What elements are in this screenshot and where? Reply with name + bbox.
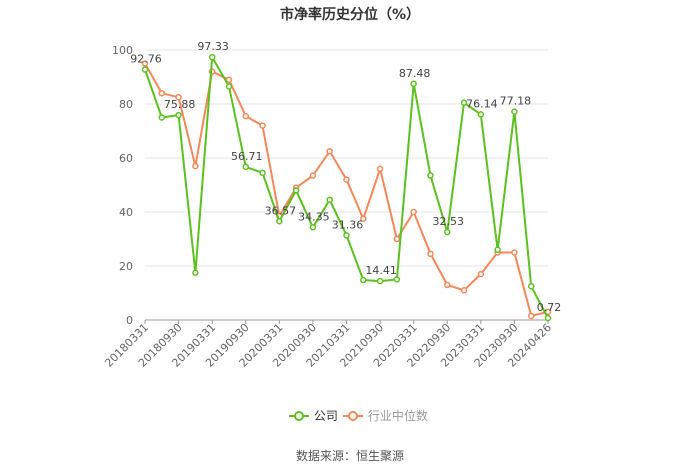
data-point: [141, 60, 149, 67]
data-point: [444, 228, 451, 236]
data-label: 87.48: [399, 67, 431, 80]
legend-label-industry: 行业中位数: [367, 409, 428, 423]
grid-layer: [145, 49, 548, 267]
data-point: [544, 314, 552, 322]
data-point: [343, 232, 350, 239]
data-point: [292, 187, 300, 194]
data-point: [477, 111, 485, 118]
data-label: 14.41: [365, 264, 397, 277]
data-label: 92.76: [130, 53, 162, 66]
data-label: 76.14: [466, 97, 498, 110]
legend-item-company[interactable]: 公司: [288, 408, 338, 424]
data-point: [192, 269, 199, 276]
data-point: [309, 172, 317, 179]
data-point: [175, 94, 182, 101]
y-tick-label: 40: [119, 206, 133, 219]
data-point: [192, 162, 199, 170]
data-point: [208, 53, 216, 61]
data-label: 97.33: [197, 40, 229, 53]
data-point: [410, 80, 417, 88]
data-label: 32.53: [433, 215, 465, 228]
data-point: [242, 163, 249, 171]
data-label: 75.88: [164, 98, 196, 111]
data-label: 34.35: [298, 210, 330, 223]
data-point: [360, 215, 367, 222]
data-point: [460, 287, 468, 294]
data-point: [309, 224, 317, 231]
data-point: [494, 246, 501, 254]
data-label: 36.57: [265, 204, 297, 217]
data-label: 56.71: [231, 150, 263, 163]
y-tick-label: 100: [112, 44, 133, 57]
data-point: [393, 235, 401, 243]
data-point: [158, 89, 166, 97]
legend-marker-company: [289, 411, 309, 421]
data-point: [427, 172, 434, 179]
data-point: [326, 196, 333, 204]
data-point: [225, 76, 233, 83]
data-point: [360, 276, 367, 284]
axis-layer: 0204060801002018033120180930201903312019…: [102, 44, 554, 370]
legend-item-industry[interactable]: 行业中位数: [342, 408, 428, 424]
data-point: [326, 148, 333, 155]
data-point: [477, 270, 485, 278]
data-point: [376, 165, 384, 173]
data-point: [427, 250, 434, 258]
y-tick-label: 60: [119, 152, 133, 165]
data-point: [158, 114, 166, 121]
data-point: [376, 277, 384, 285]
data-label: 0.72: [537, 301, 562, 314]
data-point: [259, 169, 266, 177]
data-point: [460, 99, 468, 106]
y-tick-label: 80: [119, 98, 133, 111]
data-point: [242, 112, 249, 120]
series-layer: [141, 53, 552, 322]
chart-title: 市净率历史分位（%）: [279, 7, 421, 23]
data-label: 31.36: [332, 218, 364, 231]
data-point: [343, 176, 350, 183]
data-label: 77.18: [500, 95, 532, 108]
data-point: [511, 249, 518, 256]
data-point: [527, 283, 535, 290]
source-note: 数据来源：恒生聚源: [295, 449, 404, 463]
data-point: [175, 111, 182, 119]
data-point: [259, 122, 266, 129]
legend-marker-industry: [343, 411, 363, 421]
data-point: [141, 66, 149, 73]
legend-label-company: 公司: [313, 409, 338, 423]
data-point: [276, 218, 283, 225]
data-point: [410, 208, 417, 216]
y-tick-label: 20: [119, 260, 133, 273]
data-point: [393, 276, 401, 283]
series-line-0: [144, 56, 549, 319]
data-point: [511, 108, 518, 115]
data-point: [444, 281, 451, 289]
data-point: [527, 312, 535, 320]
y-tick-label: 0: [126, 314, 133, 327]
data-point: [225, 83, 233, 90]
